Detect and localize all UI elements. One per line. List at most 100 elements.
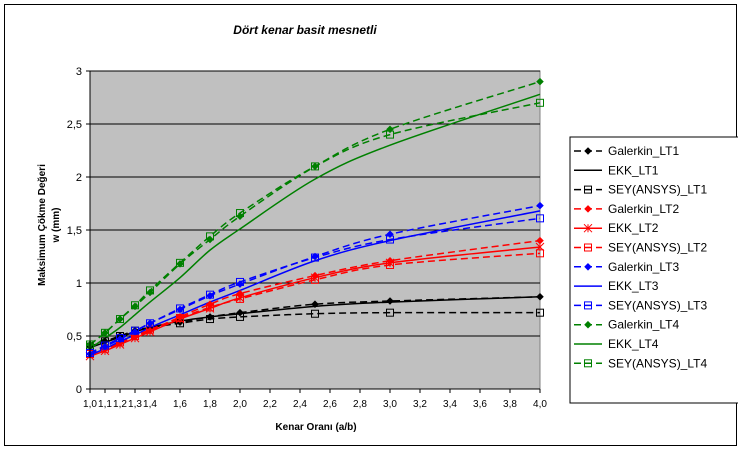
x-tick-label-1: 1,1 bbox=[98, 399, 112, 410]
x-tick-label-4: 1,4 bbox=[143, 399, 157, 410]
x-tick-label-2: 1,2 bbox=[113, 399, 127, 410]
y-tick-label-4: 2 bbox=[76, 172, 82, 184]
series-point-SEY(ANSYS)_LT3-10 bbox=[536, 214, 544, 223]
x-axis-label: Kenar Oranı (a/b) bbox=[275, 422, 356, 433]
legend-label-SEY(ANSYS)_LT2: SEY(ANSYS)_LT2 bbox=[608, 241, 707, 255]
y-tick-label-2: 1 bbox=[76, 278, 82, 290]
series-point-SEY(ANSYS)_LT1-8 bbox=[311, 309, 319, 318]
series-point-EKK_LT2-4 bbox=[145, 327, 155, 337]
legend-marker-Galerkin_LT1 bbox=[584, 147, 592, 155]
series-point-Galerkin_LT4-3 bbox=[131, 302, 139, 311]
y-axis-label-line1: Maksimum Çökme Değeri bbox=[37, 164, 48, 286]
y-tick-label-5: 2,5 bbox=[67, 119, 82, 131]
legend-label-EKK_LT1: EKK_LT1 bbox=[608, 163, 659, 177]
y-axis-label-line2: w (mm) bbox=[51, 208, 62, 244]
x-tick-label-15: 3,6 bbox=[473, 399, 487, 410]
legend-label-EKK_LT2: EKK_LT2 bbox=[608, 221, 659, 235]
y-tick-label-0: 0 bbox=[76, 384, 82, 396]
series-point-SEY(ANSYS)_LT2-6 bbox=[206, 303, 214, 312]
legend-label-Galerkin_LT4: Galerkin_LT4 bbox=[608, 318, 679, 332]
series-point-SEY(ANSYS)_LT4-9 bbox=[386, 130, 394, 139]
series-point-SEY(ANSYS)_LT3-5 bbox=[176, 304, 184, 313]
x-tick-label-3: 1,3 bbox=[128, 399, 142, 410]
series-point-SEY(ANSYS)_LT1-7 bbox=[236, 312, 244, 321]
axes bbox=[86, 70, 541, 393]
y-tick-label-1: 0,5 bbox=[67, 331, 82, 343]
series-point-SEY(ANSYS)_LT4-8 bbox=[311, 162, 319, 171]
series-point-SEY(ANSYS)_LT3-6 bbox=[206, 290, 214, 299]
series-line-EKK_LT4 bbox=[89, 93, 541, 350]
x-tick-label-12: 3,0 bbox=[383, 399, 397, 410]
legend-label-EKK_LT3: EKK_LT3 bbox=[608, 279, 659, 293]
legend-label-Galerkin_LT3: Galerkin_LT3 bbox=[608, 260, 679, 274]
series-point-Galerkin_LT4-10 bbox=[536, 77, 544, 86]
x-tick-label-7: 2,0 bbox=[233, 399, 247, 410]
x-tick-label-0: 1,0 bbox=[83, 399, 97, 410]
series-point-Galerkin_LT3-10 bbox=[536, 201, 544, 210]
legend: Galerkin_LT1 EKK_LT1 SEY(ANSYS)_LT1 Galerki… bbox=[569, 136, 738, 404]
series-line-Galerkin_LT3 bbox=[89, 204, 541, 355]
legend-label-Galerkin_LT2: Galerkin_LT2 bbox=[608, 202, 679, 216]
legend-marker-SEY(ANSYS)_LT1 bbox=[584, 185, 592, 194]
series-point-EKK_LT2-8 bbox=[310, 273, 320, 283]
series-point-Galerkin_LT3-6 bbox=[206, 291, 214, 300]
series-point-SEY(ANSYS)_LT3-8 bbox=[311, 253, 319, 262]
x-tick-label-5: 1,6 bbox=[173, 399, 187, 410]
x-tick-label-14: 3,4 bbox=[443, 399, 457, 410]
x-tick-label-17: 4,0 bbox=[533, 399, 547, 410]
legend-box bbox=[569, 136, 738, 404]
legend-label-SEY(ANSYS)_LT4: SEY(ANSYS)_LT4 bbox=[608, 356, 707, 370]
series-point-SEY(ANSYS)_LT3-4 bbox=[146, 319, 154, 328]
series-point-Galerkin_LT3-5 bbox=[176, 305, 184, 314]
series-point-SEY(ANSYS)_LT4-5 bbox=[176, 258, 184, 267]
series-point-SEY(ANSYS)_LT2-9 bbox=[386, 260, 394, 269]
series-point-EKK_LT2-9 bbox=[385, 258, 395, 268]
series-point-Galerkin_LT3-7 bbox=[236, 280, 244, 288]
chart: Dört kenar basit mesnetli 00,511,522,53 … bbox=[37, 23, 738, 433]
series-point-Galerkin_LT1-10 bbox=[536, 293, 544, 301]
series-point-SEY(ANSYS)_LT2-10 bbox=[536, 249, 544, 258]
chart-frame: Dört kenar basit mesnetli 0 0,5 1 1,5 2 2,5 3 … bbox=[4, 4, 738, 446]
series-line-SEY(ANSYS)_LT3 bbox=[89, 217, 541, 354]
legend-label-SEY(ANSYS)_LT3: SEY(ANSYS)_LT3 bbox=[608, 298, 707, 312]
series-point-SEY(ANSYS)_LT3-9 bbox=[386, 235, 394, 244]
series-point-Galerkin_LT1-7 bbox=[236, 308, 244, 317]
series-point-SEY(ANSYS)_LT4-10 bbox=[536, 98, 544, 107]
series-point-SEY(ANSYS)_LT4-3 bbox=[131, 301, 139, 310]
series-point-Galerkin_LT1-8 bbox=[311, 300, 319, 308]
x-tick-label-9: 2,4 bbox=[293, 399, 307, 410]
series-point-Galerkin_LT3-8 bbox=[311, 252, 319, 261]
x-tick-labels: 1,0 1,1 1,2 1,3 1,4 1,6 1,8 2,0 2,2 2,4 2,6 2,8 3,0 3… bbox=[83, 399, 547, 410]
series-point-SEY(ANSYS)_LT4-6 bbox=[206, 232, 214, 241]
series-point-SEY(ANSYS)_LT3-7 bbox=[236, 277, 244, 286]
series-point-Galerkin_LT1-9 bbox=[386, 297, 394, 305]
series-point-SEY(ANSYS)_LT1-10 bbox=[536, 308, 544, 317]
series-point-SEY(ANSYS)_LT4-1 bbox=[101, 328, 109, 337]
series-line-SEY(ANSYS)_LT1 bbox=[89, 311, 541, 348]
series-point-SEY(ANSYS)_LT3-2 bbox=[116, 334, 124, 343]
gridlines bbox=[90, 70, 540, 337]
y-axis-label: Maksimum Çökme Değeri w (mm) bbox=[37, 164, 62, 286]
series-point-SEY(ANSYS)_LT1-6 bbox=[206, 315, 214, 324]
legend-label-SEY(ANSYS)_LT1: SEY(ANSYS)_LT1 bbox=[608, 183, 707, 197]
legend-label-EKK_LT4: EKK_LT4 bbox=[608, 337, 659, 351]
series-point-SEY(ANSYS)_LT2-7 bbox=[236, 294, 244, 303]
series-point-Galerkin_LT3-1 bbox=[101, 342, 109, 351]
x-tick-label-16: 3,8 bbox=[503, 399, 517, 410]
legend-marker-Galerkin_LT2 bbox=[584, 205, 592, 213]
series-point-SEY(ANSYS)_LT4-2 bbox=[116, 315, 124, 324]
x-tick-label-13: 3,2 bbox=[413, 399, 427, 410]
series-point-SEY(ANSYS)_LT4-7 bbox=[236, 209, 244, 218]
x-tick-label-11: 2,8 bbox=[353, 399, 367, 410]
x-tick-label-8: 2,2 bbox=[263, 399, 277, 410]
series-point-SEY(ANSYS)_LT3-1 bbox=[101, 341, 109, 350]
series-point-Galerkin_LT3-3 bbox=[131, 327, 139, 336]
y-tick-label-3: 1,5 bbox=[67, 225, 82, 237]
legend-marker-Galerkin_LT4 bbox=[584, 320, 592, 329]
series-point-SEY(ANSYS)_LT4-4 bbox=[146, 286, 154, 295]
series-point-SEY(ANSYS)_LT1-9 bbox=[386, 308, 394, 317]
legend-marker-SEY(ANSYS)_LT3 bbox=[584, 301, 592, 310]
y-tick-label-6: 3 bbox=[76, 66, 82, 78]
legend-label-Galerkin_LT1: Galerkin_LT1 bbox=[608, 144, 679, 158]
y-tick-labels: 0 0,5 1 1,5 2 2,5 3 bbox=[67, 66, 82, 396]
